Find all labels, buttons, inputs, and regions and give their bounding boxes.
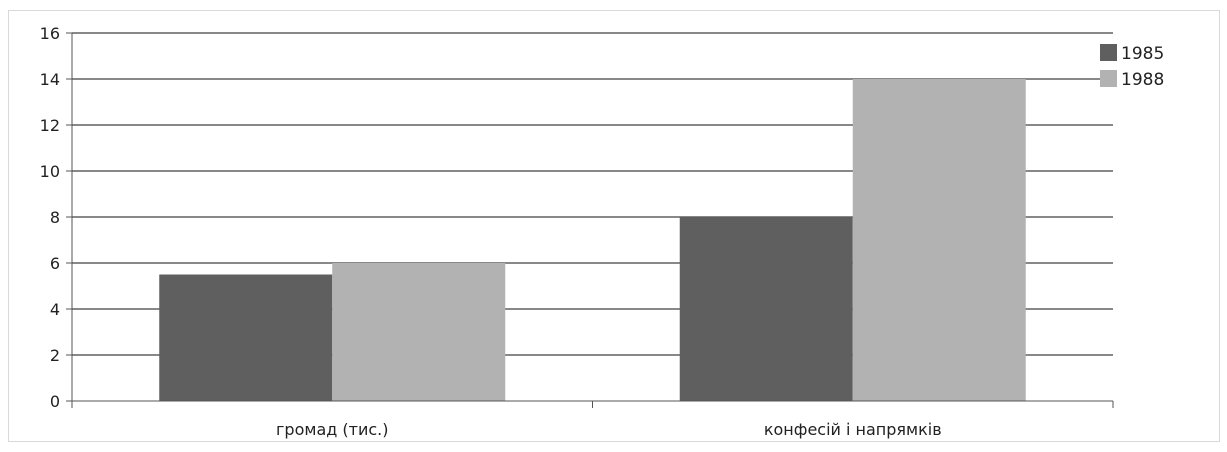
y-tick-label: 8 [50, 208, 60, 227]
y-tick-label: 14 [40, 70, 60, 89]
legend-swatch-1985 [1100, 44, 1117, 61]
legend-label: 1985 [1121, 44, 1164, 64]
y-tick-label: 12 [40, 116, 60, 135]
y-tick-label: 10 [40, 162, 60, 181]
y-tick-label: 4 [50, 300, 60, 319]
bars [159, 79, 1026, 401]
x-category-label: конфесій і напрямків [764, 420, 942, 439]
chart-frame [8, 10, 1220, 442]
legend-swatch-1988 [1100, 70, 1117, 87]
bar-1985-1 [679, 217, 853, 401]
x-category-label: громад (тис.) [276, 420, 388, 439]
legend-label: 1988 [1121, 70, 1164, 90]
legend: 1985 1988 [1100, 44, 1164, 90]
y-tick-label: 16 [40, 24, 60, 43]
bar-1988-0 [332, 263, 506, 401]
bar-1988-1 [852, 79, 1026, 401]
y-tick-label: 0 [50, 392, 60, 411]
y-tick-label: 2 [50, 346, 60, 365]
axes: 0 2 4 6 8 10 12 14 16 громад (тис.) конфесій і нап… [40, 24, 1114, 439]
bar-1985-0 [159, 274, 333, 401]
y-tick-label: 6 [50, 254, 60, 273]
